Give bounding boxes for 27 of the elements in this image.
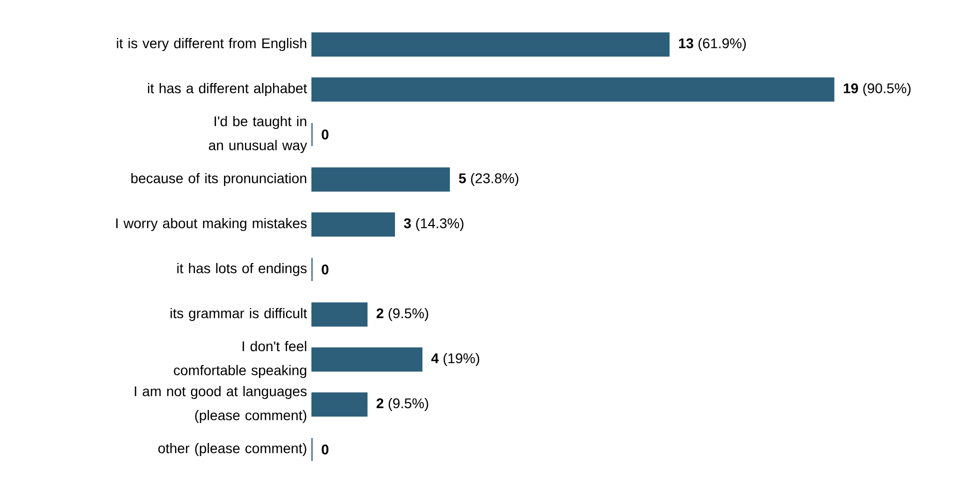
y-tick-label: it has a different alphabet: [148, 82, 308, 96]
y-tick-label: its grammar is difficult: [170, 308, 308, 322]
data-label: 2 (9.5%): [376, 398, 428, 412]
data-label: 5 (23.8%): [458, 172, 518, 186]
data-label: 2 (9.5%): [376, 308, 428, 322]
y-tick-label: I worry about making mistakes: [116, 218, 307, 232]
data-label: 4 (19%): [431, 352, 480, 366]
data-label: 0: [322, 444, 328, 454]
y-tick-label: I'd be taught in an unusual way: [208, 116, 308, 154]
bar: [311, 302, 368, 327]
data-label: 13 (61.9%): [679, 38, 746, 52]
bar: [311, 347, 422, 372]
y-tick-label: it is very different from English: [116, 38, 306, 52]
data-label: 0: [322, 264, 328, 274]
bar: [311, 32, 670, 57]
y-tick-label: it has lots of endings: [177, 262, 307, 276]
bar: [311, 167, 450, 192]
y-tick-label: I don't feel comfortable speaking: [174, 340, 306, 378]
y-tick-label: other (please comment): [158, 442, 306, 456]
data-label: 3 (14.3%): [404, 218, 464, 232]
data-label: 19 (90.5%): [844, 82, 911, 96]
y-tick-label: I am not good at languages (please comment): [134, 386, 307, 424]
data-label: 0: [322, 130, 328, 140]
bar: [311, 392, 368, 417]
y-tick-label: because of its pronunciation: [131, 172, 306, 186]
bar: [311, 212, 395, 237]
bar: [311, 77, 834, 102]
